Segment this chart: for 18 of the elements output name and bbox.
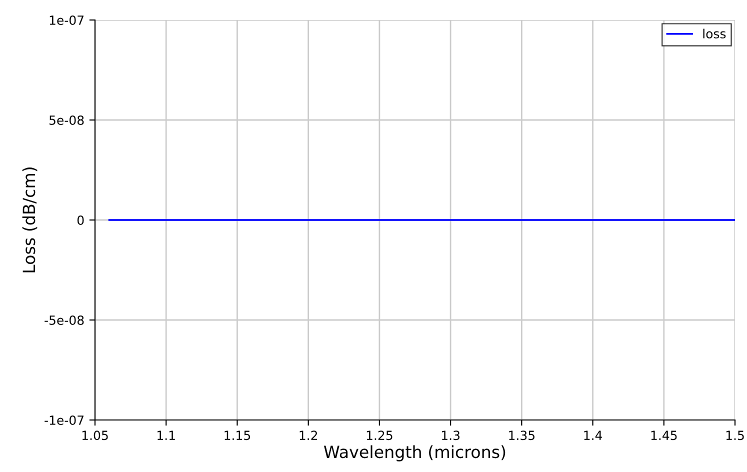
x-tick-label: 1.35 — [509, 430, 534, 440]
y-tick-label: 0 — [77, 215, 84, 225]
x-tick-label: 1.1 — [158, 430, 175, 440]
y-tick-label: 1e-07 — [50, 15, 84, 25]
y-tick-label: -1e-07 — [44, 415, 84, 425]
x-tick-label: 1.2 — [300, 430, 318, 440]
x-tick-label: 1.5 — [726, 430, 744, 440]
x-tick-label: 1.05 — [82, 430, 108, 440]
legend-label: loss — [703, 28, 726, 38]
x-tick-label: 1.3 — [442, 430, 460, 440]
x-tick-label: 1.15 — [224, 430, 250, 440]
x-tick-label: 1.45 — [651, 430, 677, 440]
x-axis-title: Wavelength (microns) — [324, 445, 506, 462]
y-tick-label: -5e-08 — [44, 315, 84, 325]
y-tick-label: 5e-08 — [49, 115, 84, 125]
y-axis-title: Loss (dB/cm) — [22, 167, 38, 272]
x-tick-label: 1.4 — [584, 430, 602, 440]
x-tick-label: 1.25 — [366, 430, 392, 440]
